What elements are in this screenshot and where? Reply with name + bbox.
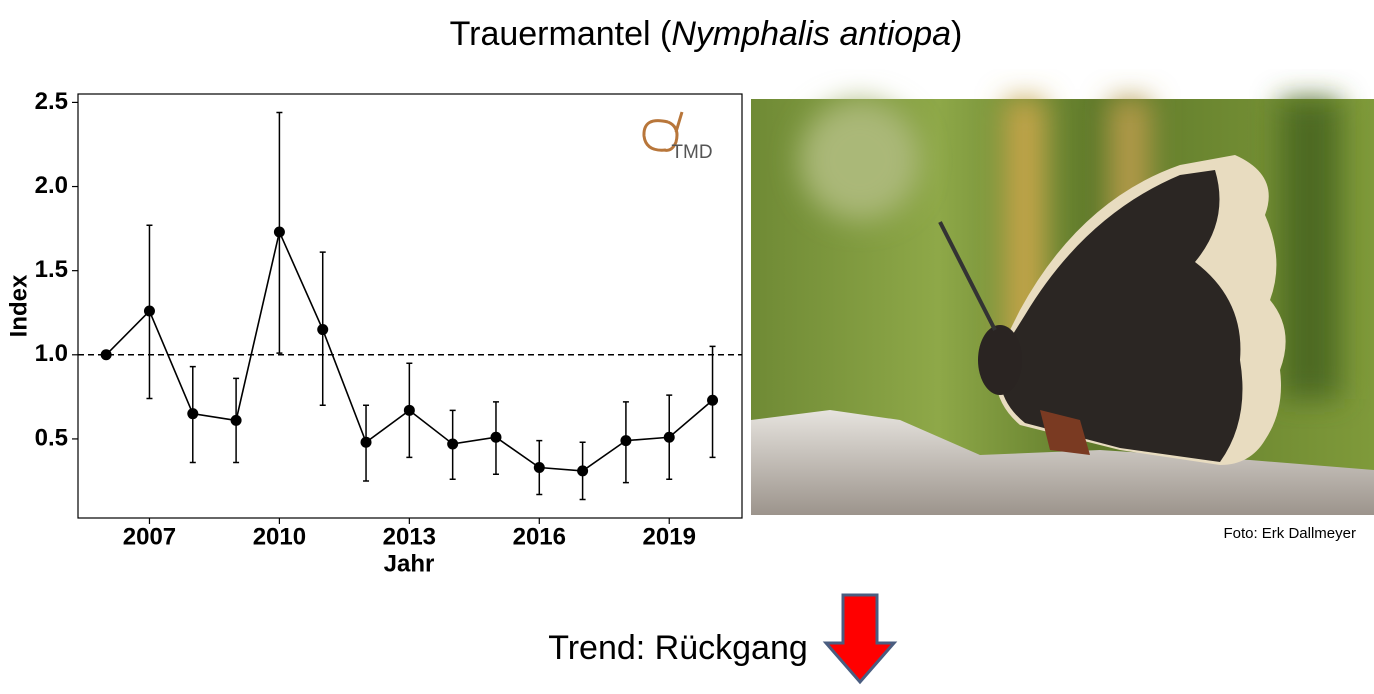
data-point [447, 438, 459, 450]
x-tick-label: 2007 [123, 523, 176, 550]
data-point [230, 414, 242, 426]
data-point [360, 436, 372, 448]
logo: TMD [642, 111, 713, 163]
x-tick-label: 2013 [383, 523, 436, 550]
x-tick-label: 2010 [253, 523, 306, 550]
y-tick-label: 1.5 [35, 256, 68, 283]
y-tick-label: 0.5 [35, 424, 68, 451]
plot: TMD [77, 93, 743, 519]
data-point [143, 305, 155, 317]
data-point [100, 349, 112, 361]
title-part: Trauermantel ( [450, 15, 672, 53]
data-point [403, 404, 415, 416]
data-point [707, 394, 719, 406]
x-tick-label: 2016 [513, 523, 566, 550]
trend-arrow [822, 593, 898, 685]
data-point [663, 431, 675, 443]
y-axis-label: Index [5, 274, 32, 337]
data-point [273, 226, 285, 238]
slide-title: Trauermantel (Nymphalis antiopa) [450, 15, 963, 53]
x-tick-label: 2019 [643, 523, 696, 550]
trend-label: Trend: Rückgang [548, 629, 808, 667]
photo-credit: Foto: Erk Dallmeyer [1223, 525, 1356, 542]
data-point [317, 324, 329, 336]
photo [751, 99, 1374, 515]
logo-text: TMD [671, 142, 712, 163]
data-point [533, 462, 545, 474]
x-axis-label: Jahr [384, 550, 435, 577]
data-point [577, 465, 589, 477]
y-tick-label: 2.5 [35, 88, 68, 115]
data-point [490, 431, 502, 443]
data-point [187, 408, 199, 420]
y-tick-label: 1.0 [35, 340, 68, 367]
title-species: Nymphalis antiopa [671, 15, 951, 53]
y-tick-label: 2.0 [35, 172, 68, 199]
plot-frame [77, 93, 743, 519]
data-point [620, 435, 632, 447]
title-part: ) [951, 15, 962, 53]
